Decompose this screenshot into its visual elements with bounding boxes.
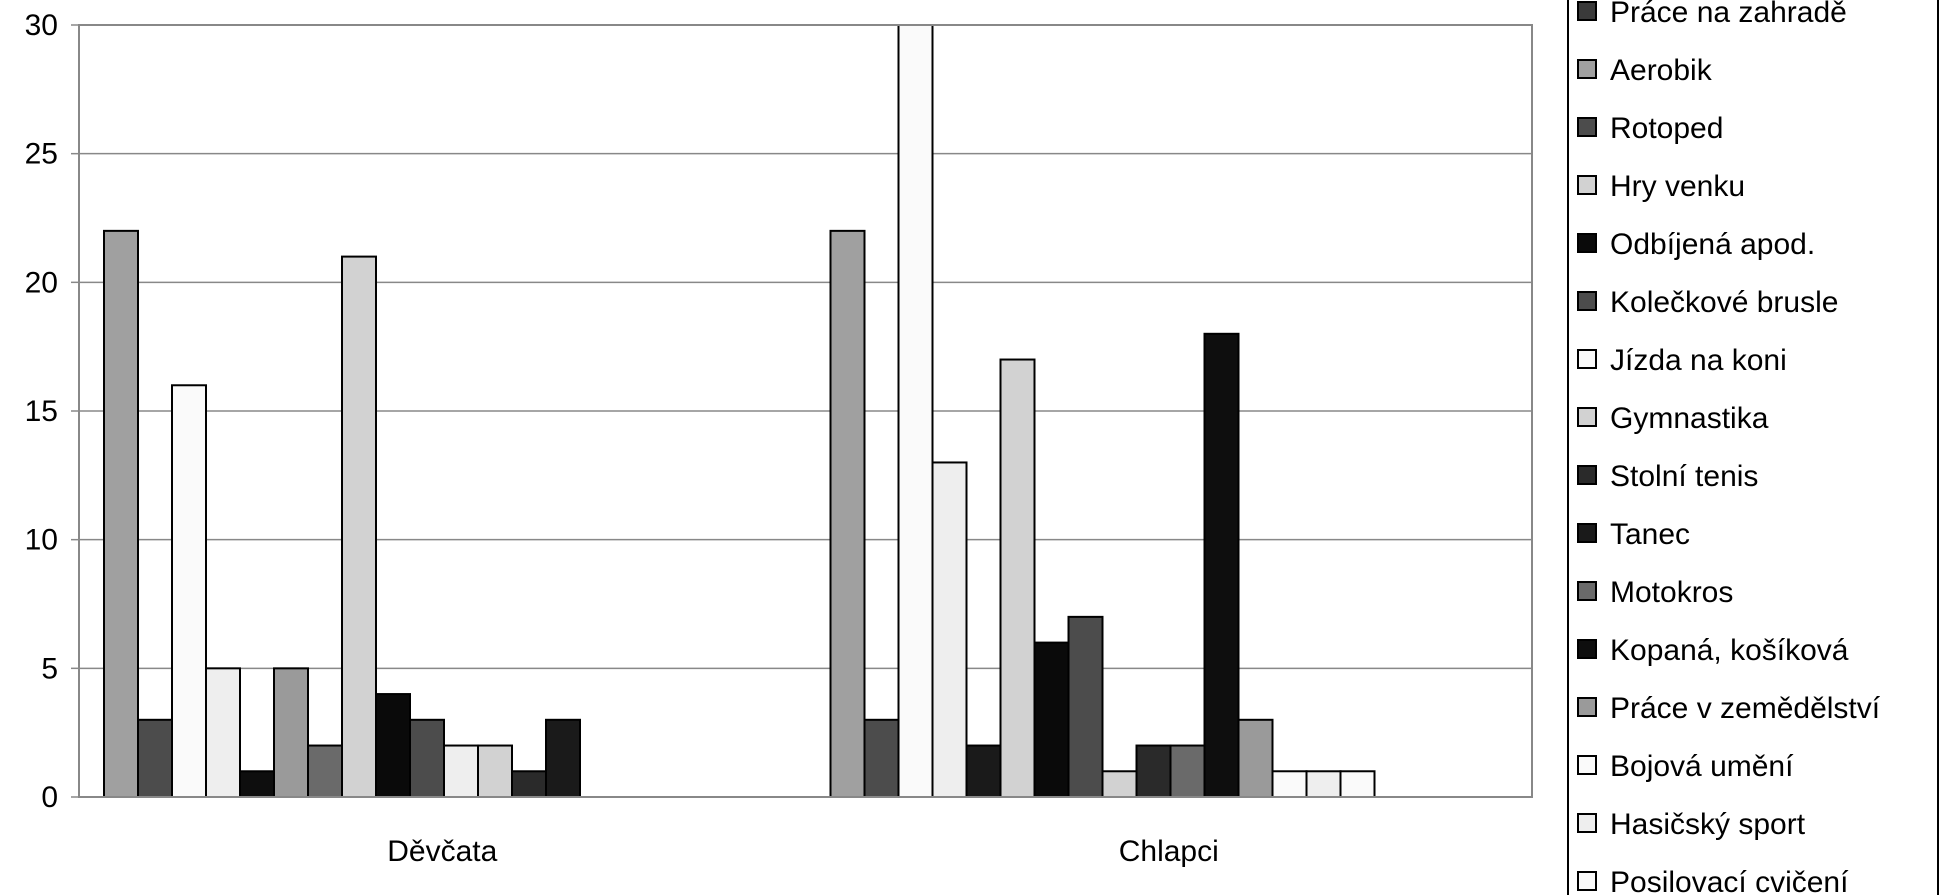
- bar: [829, 229, 866, 799]
- legend-label: Rotoped: [1610, 112, 1723, 145]
- bar: [477, 744, 513, 798]
- legend-swatch: [1577, 117, 1597, 137]
- y-tick-label: 5: [41, 652, 58, 685]
- legend-swatch: [1577, 291, 1597, 311]
- legend-swatch: [1577, 639, 1597, 659]
- bar: [341, 255, 377, 799]
- y-tick-label: 20: [25, 266, 58, 299]
- bar: [1169, 744, 1206, 798]
- y-tick-label: 0: [41, 781, 58, 814]
- legend-label: Odbíjená apod.: [1610, 228, 1815, 261]
- legend-swatch: [1577, 697, 1597, 717]
- bar: [1339, 770, 1376, 798]
- bar: [1101, 770, 1138, 798]
- y-tick-label: 10: [25, 524, 58, 557]
- legend-label: Kolečkové brusle: [1610, 286, 1838, 319]
- legend-swatch: [1577, 59, 1597, 79]
- bar: [965, 744, 1002, 798]
- bar: [999, 358, 1036, 798]
- bar: [897, 24, 934, 798]
- legend-swatch: [1577, 871, 1597, 891]
- bar: [863, 718, 900, 798]
- bar: [443, 744, 479, 798]
- legend-label: Motokros: [1610, 576, 1733, 609]
- y-tick-label: 15: [25, 395, 58, 428]
- y-tick-label: 25: [25, 138, 58, 171]
- legend-swatch: [1577, 755, 1597, 775]
- bar: [1305, 770, 1342, 798]
- bar: [511, 770, 547, 798]
- bar: [545, 718, 581, 798]
- bar: [307, 744, 343, 798]
- bar: [205, 667, 241, 798]
- bar: [103, 229, 139, 799]
- legend-frame: [1567, 0, 1939, 895]
- bar: [171, 384, 207, 798]
- bar: [1237, 718, 1274, 798]
- legend-label: Posilovací cvičení: [1610, 866, 1849, 895]
- bar: [273, 667, 309, 798]
- legend-label: Hasičský sport: [1610, 808, 1806, 841]
- legend-swatch: [1577, 407, 1597, 427]
- y-axis-ticks: 0 5 10 15 20 25 30: [25, 9, 79, 814]
- bar: [375, 693, 411, 798]
- legend-label: Práce na zahradě: [1610, 0, 1847, 29]
- bar: [1033, 641, 1070, 798]
- bar: [1135, 744, 1172, 798]
- legend-label: Stolní tenis: [1610, 460, 1758, 493]
- legend-label: Aerobik: [1610, 54, 1713, 87]
- legend-label: Tanec: [1610, 518, 1690, 551]
- legend-swatch: [1577, 523, 1597, 543]
- bar: [1271, 770, 1308, 798]
- legend-label: Hry venku: [1610, 170, 1745, 203]
- legend-label: Práce v zemědělství: [1610, 692, 1881, 725]
- category-label: Chlapci: [1119, 835, 1219, 868]
- legend: Práce na zahradě Aerobik Rotoped Hry venku O…: [1567, 0, 1939, 895]
- bar: [409, 718, 445, 798]
- legend-swatch: [1577, 581, 1597, 601]
- bar: [137, 718, 173, 798]
- legend-label: Gymnastika: [1610, 402, 1769, 435]
- bar: [1067, 615, 1104, 798]
- legend-swatch: [1577, 465, 1597, 485]
- legend-label: Jízda na koni: [1610, 344, 1787, 377]
- legend-label: Kopaná, košíková: [1610, 634, 1849, 667]
- bar: [931, 461, 968, 798]
- legend-swatch: [1577, 175, 1597, 195]
- legend-swatch: [1577, 233, 1597, 253]
- legend-label: Bojová umění: [1610, 750, 1794, 783]
- x-axis-categories: Děvčata Chlapci: [387, 835, 1219, 868]
- bar: [239, 770, 275, 798]
- legend-swatch: [1577, 813, 1597, 833]
- category-label: Děvčata: [387, 835, 497, 868]
- legend-swatch: [1577, 1, 1597, 21]
- bar: [1203, 332, 1240, 798]
- bars: [103, 24, 1376, 799]
- y-tick-label: 30: [25, 9, 58, 42]
- legend-swatch: [1577, 349, 1597, 369]
